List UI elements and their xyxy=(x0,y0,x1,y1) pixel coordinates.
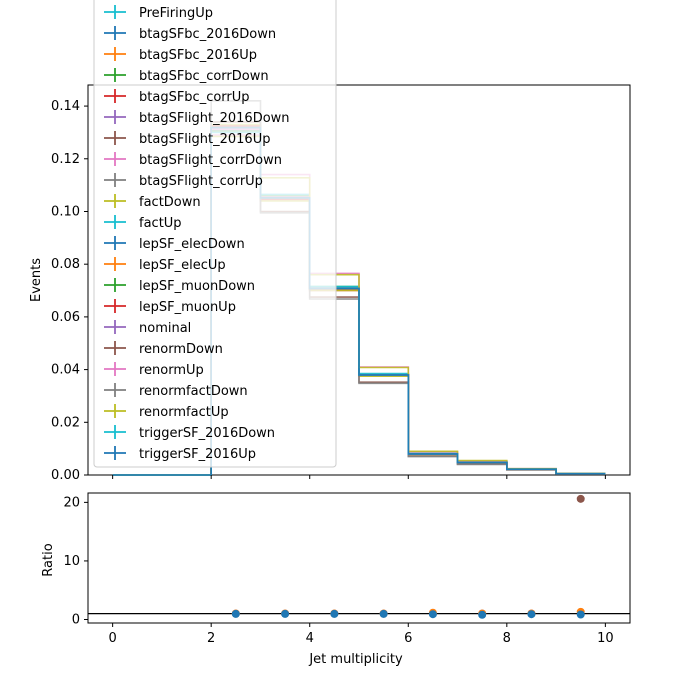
top-y-axis: 0.00 0.02 0.04 0.06 0.08 0.10 0.12 0.14 xyxy=(51,99,88,483)
legend-label: triggerSF_2016Up xyxy=(139,447,256,462)
ratio-plot-panel: 0 10 20 0 2 4 6 8 10 Ratio Jet multiplicity xyxy=(41,492,631,667)
legend-entry: factDown xyxy=(104,194,201,210)
legend-entry: lepSF_elecUp xyxy=(104,257,226,273)
ratio-point xyxy=(330,609,339,618)
x-axis-label: Jet multiplicity xyxy=(308,652,403,667)
legend-label: renormUp xyxy=(139,363,204,378)
legend-entry: renormUp xyxy=(104,362,204,378)
legend-entry: lepSF_elecDown xyxy=(104,236,245,252)
legend-label: btagSFbc_corrUp xyxy=(139,90,250,105)
legend-entry: btagSFbc_2016Down xyxy=(104,26,276,42)
ratio-y-tick-label: 20 xyxy=(63,495,80,510)
legend-frame xyxy=(93,0,337,468)
ratio-y-tick-label: 0 xyxy=(72,612,80,627)
legend-entry: btagSFlight_corrUp xyxy=(104,173,263,189)
ratio-point xyxy=(379,609,388,618)
legend-label: lepSF_elecDown xyxy=(139,237,245,252)
ratio-x-tick-label: 10 xyxy=(597,631,614,646)
legend-entry: triggerSF_2016Down xyxy=(104,425,275,441)
legend-entry: btagSFbc_corrUp xyxy=(104,89,250,105)
ratio-point xyxy=(478,610,487,619)
legend-label: factUp xyxy=(139,216,182,231)
top-y-tick-label: 0.08 xyxy=(51,257,80,272)
ratio-x-tick-label: 8 xyxy=(503,631,511,646)
legend-entry: triggerSF_2016Up xyxy=(104,446,256,462)
top-y-tick-label: 0.10 xyxy=(51,204,80,219)
legend-label: btagSFlight_corrDown xyxy=(139,153,282,168)
top-plot-panel: 0.000.020.040.060.080.100.120.14 Events … xyxy=(29,0,631,483)
legend-label: factDown xyxy=(139,195,201,210)
legend-label: btagSFlight_corrUp xyxy=(139,174,263,189)
top-y-tick-label: 0.02 xyxy=(51,415,80,430)
ratio-y-tick-label: 10 xyxy=(63,554,80,569)
legend-entry: btagSFbc_corrDown xyxy=(104,68,269,84)
legend-label: btagSFbc_2016Up xyxy=(139,48,257,63)
top-y-tick-label: 0.00 xyxy=(51,468,80,483)
legend-label: triggerSF_2016Down xyxy=(139,426,275,441)
legend-entry: lepSF_muonUp xyxy=(104,299,236,315)
legend-entry: btagSFlight_corrDown xyxy=(104,152,282,168)
legend-label: btagSFbc_2016Down xyxy=(139,27,276,42)
ratio-point xyxy=(576,494,585,503)
top-x-axis xyxy=(112,475,606,479)
ratio-x-tick-label: 6 xyxy=(404,631,412,646)
legend-label: btagSFlight_2016Down xyxy=(139,111,290,126)
ratio-y-axis-label: Ratio xyxy=(41,543,56,576)
ratio-point xyxy=(576,610,585,619)
top-y-tick-label: 0.06 xyxy=(51,310,80,325)
legend-entry: btagSFlight_2016Down xyxy=(104,110,290,126)
top-y-tick-label: 0.04 xyxy=(51,363,80,378)
ratio-point xyxy=(428,610,437,619)
legend-label: btagSFlight_2016Up xyxy=(139,132,270,147)
ratio-y-axis: 0 10 20 xyxy=(63,495,88,627)
ratio-x-tick-label: 4 xyxy=(306,631,314,646)
ratio-series-group xyxy=(88,494,630,619)
ratio-point xyxy=(281,609,290,618)
legend-label: renormfactDown xyxy=(139,384,248,399)
legend: PreFiringUp btagSFbc_2016Down btagSFbc_201… xyxy=(93,0,337,468)
legend-entry: lepSF_muonDown xyxy=(104,278,255,294)
legend-label: lepSF_muonUp xyxy=(139,300,236,315)
legend-entry: PreFiringUp xyxy=(104,5,213,21)
legend-entry: renormDown xyxy=(104,341,223,357)
ratio-x-tick-label: 2 xyxy=(207,631,215,646)
legend-entry: btagSFbc_2016Up xyxy=(104,47,257,63)
legend-label: lepSF_muonDown xyxy=(139,279,255,294)
top-y-tick-label: 0.12 xyxy=(51,152,80,167)
legend-entry: renormfactDown xyxy=(104,383,248,399)
ratio-point xyxy=(231,609,240,618)
top-y-tick-label: 0.14 xyxy=(51,99,80,114)
ratio-plot-frame xyxy=(87,492,631,624)
top-plot-frame xyxy=(87,84,631,476)
ratio-x-tick-label: 0 xyxy=(108,631,116,646)
legend-entry: nominal xyxy=(104,320,191,336)
legend-entry: factUp xyxy=(104,215,182,231)
legend-label: renormDown xyxy=(139,342,223,357)
legend-label: nominal xyxy=(139,321,191,336)
legend-label: lepSF_elecUp xyxy=(139,258,226,273)
top-y-axis-label: Events xyxy=(29,258,44,302)
legend-label: btagSFbc_corrDown xyxy=(139,69,269,84)
legend-label: renormfactUp xyxy=(139,405,229,420)
ratio-x-axis: 0 2 4 6 8 10 xyxy=(108,623,614,646)
ratio-point xyxy=(527,610,536,619)
legend-entry: btagSFlight_2016Up xyxy=(104,131,270,147)
legend-entry: renormfactUp xyxy=(104,404,229,420)
legend-label: PreFiringUp xyxy=(139,6,213,21)
